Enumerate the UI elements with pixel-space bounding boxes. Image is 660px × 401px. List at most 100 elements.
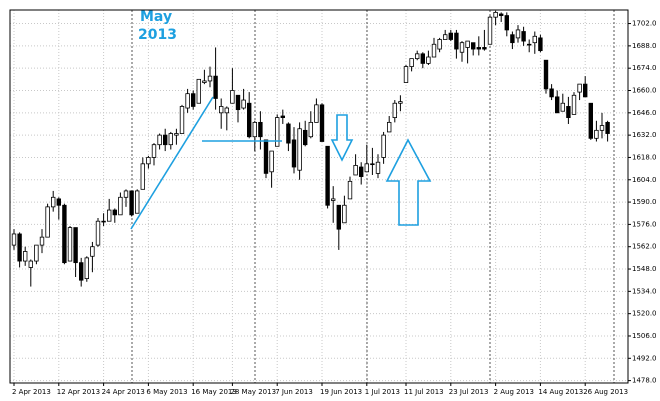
candle-body: [431, 43, 437, 58]
candle-body: [420, 53, 425, 64]
candle-body: [594, 129, 599, 139]
candle-body: [22, 251, 28, 262]
candle-body: [538, 37, 543, 52]
candle-body: [258, 121, 263, 138]
candle-body: [605, 121, 610, 134]
candle-body: [409, 58, 414, 67]
y-tick-label: 1562.0: [632, 243, 657, 251]
y-tick-label: 1576.0: [632, 220, 657, 228]
x-tick-label: 11 Jul 2013: [404, 388, 444, 396]
candle-body: [470, 42, 476, 50]
x-tick-label: 23 Jul 2013: [449, 388, 489, 396]
x-tick-label: 7 Jun 2013: [275, 388, 313, 396]
y-tick-label: 1520.0: [632, 310, 657, 318]
x-tick-label: 28 May 2013: [230, 388, 276, 396]
candle-body: [196, 78, 201, 104]
candle-body: [403, 66, 409, 83]
candles: [11, 10, 610, 287]
candle-body: [95, 220, 101, 246]
candle-body: [325, 145, 330, 206]
candle-body: [202, 80, 207, 83]
candle-body: [510, 34, 515, 44]
candle-body: [11, 233, 17, 246]
candle-body: [62, 204, 67, 264]
candle-body: [39, 236, 45, 246]
candle-body: [291, 139, 297, 168]
x-tick-label: 1 Jul 2013: [365, 388, 400, 396]
candle-body: [364, 163, 369, 173]
candle-body: [146, 157, 151, 165]
candle-body: [577, 83, 582, 93]
candle-body: [515, 29, 521, 39]
x-tick-label: 12 Apr 2013: [57, 388, 100, 396]
y-tick-label: 1534.0: [632, 287, 657, 295]
trend-line: [130, 96, 214, 230]
candle-body: [555, 96, 560, 114]
candle-body: [84, 257, 89, 279]
x-tick-label: 14 Aug 2013: [538, 388, 583, 396]
candle-body: [527, 43, 532, 46]
candle-body: [375, 161, 381, 174]
candle-body: [437, 39, 442, 50]
candle-body: [347, 180, 353, 200]
candle-body: [45, 206, 50, 238]
candle-body: [398, 101, 403, 104]
candle-body: [521, 31, 526, 42]
candle-body: [454, 32, 459, 50]
candle-body: [157, 134, 162, 146]
candle-body: [280, 115, 285, 118]
x-tick-label: 6 May 2013: [146, 388, 187, 396]
candle-body: [269, 150, 274, 173]
candle-body: [123, 190, 129, 198]
x-tick-label: 19 Jun 2013: [320, 388, 362, 396]
candle-body: [112, 209, 117, 216]
candle-body: [218, 106, 224, 114]
y-tick-label: 1548.0: [632, 265, 657, 273]
candle-body: [465, 40, 470, 48]
candle-body: [353, 165, 358, 176]
candle-body: [134, 190, 140, 214]
x-tick-label: 2 Apr 2013: [12, 388, 51, 396]
candle-body: [246, 102, 252, 138]
candle-body: [459, 42, 465, 53]
candle-body: [476, 47, 481, 50]
plot-frame: [9, 9, 629, 384]
x-tick-label: 16 May 2013: [191, 388, 237, 396]
candle-body: [118, 196, 123, 216]
candle-body: [498, 13, 504, 16]
up-arrow: [385, 138, 432, 226]
candle-body: [314, 104, 319, 123]
annotation: 2013: [138, 27, 177, 43]
y-tick-label: 1660.0: [632, 86, 657, 94]
y-tick-label: 1618.0: [632, 153, 657, 161]
down-arrow: [330, 114, 354, 162]
candle-body: [487, 16, 493, 45]
candle-body: [426, 56, 431, 64]
candle-body: [252, 121, 257, 138]
y-tick-label: 1646.0: [632, 109, 657, 117]
candle-body: [274, 117, 280, 147]
candle-body: [151, 144, 157, 158]
candle-body: [571, 94, 577, 115]
candle-body: [17, 233, 22, 262]
candle-body: [174, 133, 179, 136]
candle-body: [560, 102, 565, 112]
candle-body: [73, 227, 78, 264]
candle-body: [342, 204, 347, 224]
candle-body: [381, 134, 386, 158]
x-tick-label: 24 Apr 2013: [102, 388, 145, 396]
candle-body: [129, 190, 134, 216]
candle-body: [28, 260, 33, 268]
candle-body: [532, 35, 537, 44]
candle-body: [392, 102, 397, 118]
candle-body: [56, 198, 61, 206]
candle-body: [493, 11, 498, 18]
candle-body: [140, 163, 145, 190]
candle-body: [213, 75, 218, 99]
candle-body: [162, 134, 168, 146]
y-tick-label: 1688.0: [632, 42, 657, 50]
candle-body: [168, 133, 173, 146]
candle-body: [207, 75, 213, 82]
candle-body: [308, 121, 313, 138]
